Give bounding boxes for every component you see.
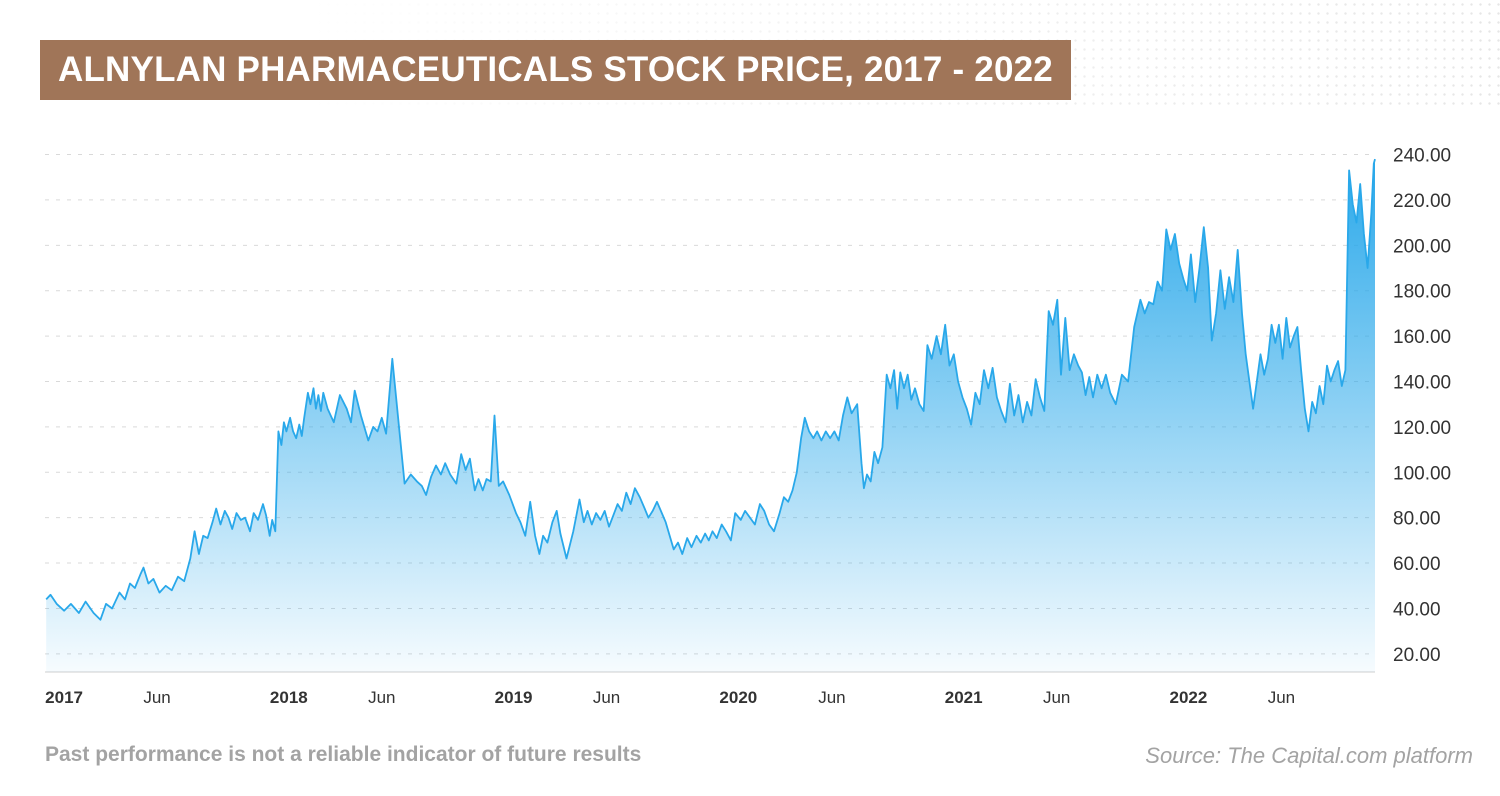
y-tick-label: 40.00 xyxy=(1393,599,1441,620)
y-axis-ticks: 20.00 40.00 60.00 80.00 100.00 120.00 140.00 16… xyxy=(1393,146,1451,666)
x-tick-label: Jun xyxy=(368,688,395,707)
y-tick-label: 80.00 xyxy=(1393,509,1441,530)
x-tick-label: 2017 xyxy=(45,688,83,707)
y-tick-label: 140.00 xyxy=(1393,372,1451,393)
x-axis-ticks: 2017 Jun 2018 Jun 2019 Jun 2020 Jun 2021 Jun 2022 J… xyxy=(45,688,1295,707)
x-tick-label: 2022 xyxy=(1170,688,1208,707)
disclaimer-text: Past performance is not a reliable indic… xyxy=(45,743,642,766)
y-tick-label: 20.00 xyxy=(1393,645,1441,666)
series-area-fill xyxy=(46,159,1376,673)
x-tick-label: Jun xyxy=(1268,688,1295,707)
y-tick-label: 160.00 xyxy=(1393,327,1451,348)
y-tick-label: 180.00 xyxy=(1393,282,1451,303)
x-tick-label: 2018 xyxy=(270,688,308,707)
x-tick-label: Jun xyxy=(1043,688,1070,707)
y-tick-label: 60.00 xyxy=(1393,554,1441,575)
y-tick-label: 220.00 xyxy=(1393,191,1451,212)
source-text: Source: The Capital.com platform xyxy=(1145,743,1473,768)
x-tick-label: 2019 xyxy=(495,688,533,707)
series-area xyxy=(45,158,1376,673)
x-tick-label: Jun xyxy=(818,688,845,707)
y-tick-label: 200.00 xyxy=(1393,236,1451,257)
series-line xyxy=(45,158,1376,621)
x-tick-label: Jun xyxy=(593,688,620,707)
x-tick-label: Jun xyxy=(143,688,170,707)
y-tick-label: 100.00 xyxy=(1393,463,1451,484)
chart-title: ALNYLAN PHARMACEUTICALS STOCK PRICE, 201… xyxy=(40,40,1071,100)
y-tick-label: 240.00 xyxy=(1393,146,1451,167)
y-tick-label: 120.00 xyxy=(1393,418,1451,439)
x-tick-label: 2021 xyxy=(945,688,983,707)
x-tick-label: 2020 xyxy=(719,688,757,707)
